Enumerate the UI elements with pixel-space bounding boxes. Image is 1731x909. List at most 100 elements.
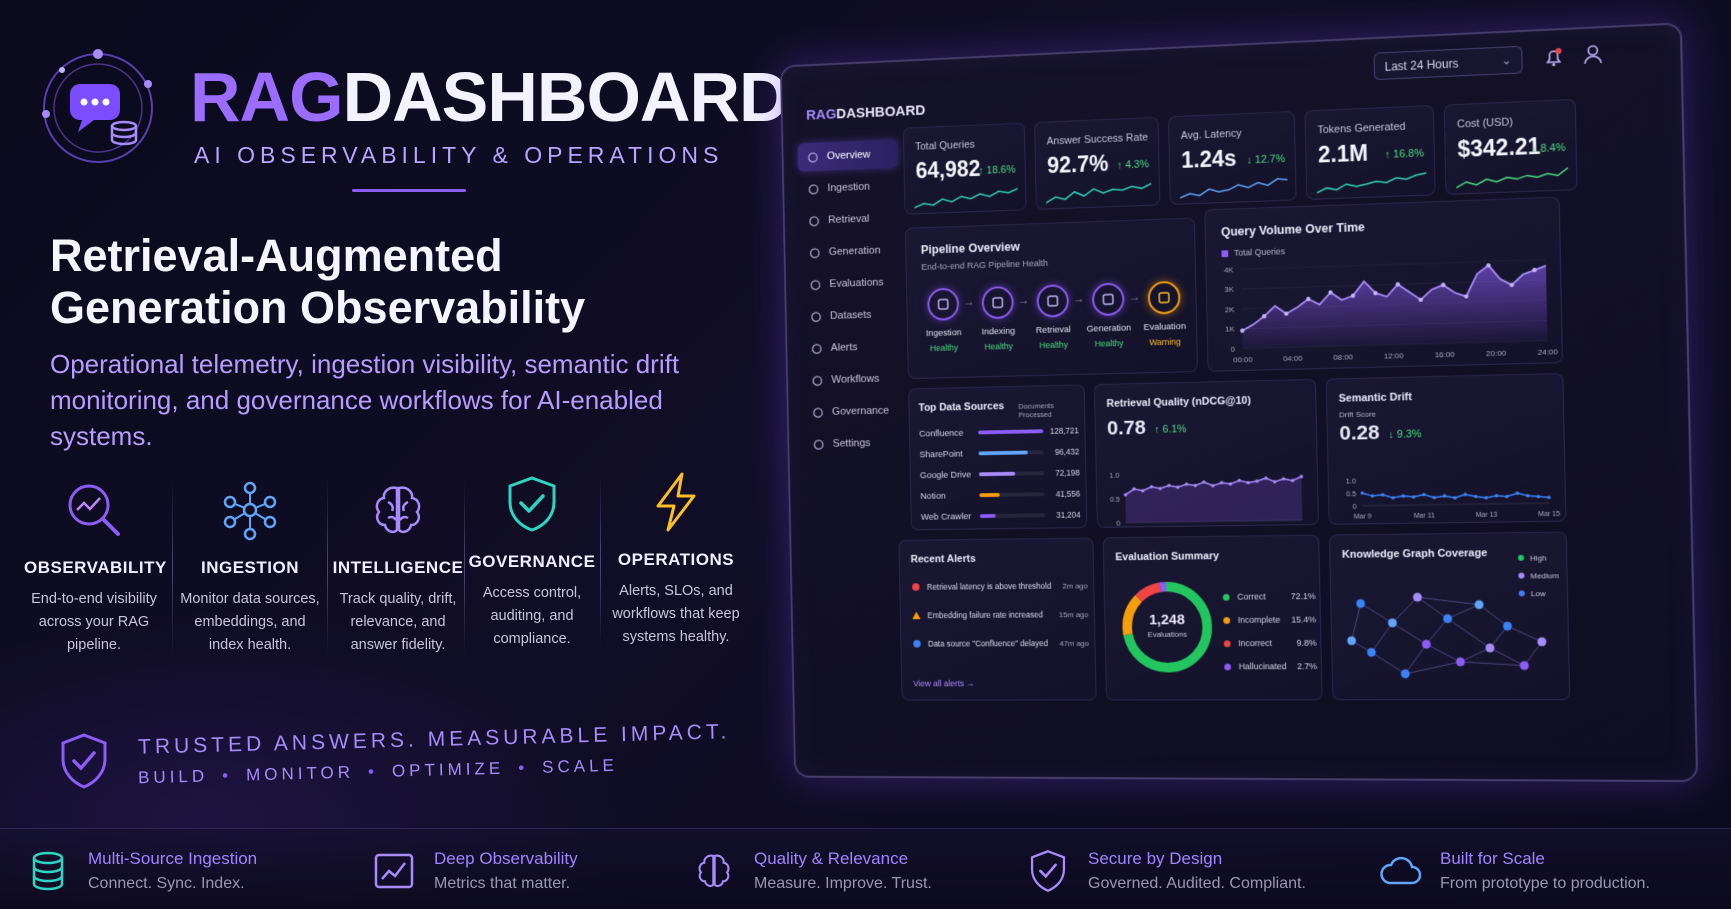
ingestion-icon (936, 296, 951, 312)
data-point (1547, 496, 1551, 500)
pipeline-stage-name: Ingestion (917, 327, 971, 339)
evaluation-icon (1156, 290, 1172, 306)
legend-swatch (1223, 593, 1230, 600)
pipeline-stage-evaluation-evaluation-icon[interactable] (1148, 281, 1181, 315)
recent-alerts-title: Recent Alerts (911, 553, 976, 565)
sidebar-item-label: Workflows (831, 373, 879, 385)
sparkline-path (1180, 178, 1288, 198)
pipeline-stage-name: Evaluation (1137, 321, 1192, 333)
bottom-feature-secure: Secure by Design Governed. Audited. Compl… (1026, 836, 1306, 906)
user-icon[interactable] (1580, 42, 1605, 67)
sidebar-item-ingestion[interactable]: Ingestion (798, 171, 898, 203)
bottom-feature-title: Quality & Relevance (754, 849, 932, 869)
retrieval-icon (1045, 293, 1060, 309)
knowledge-graph-title: Knowledge Graph Coverage (1342, 547, 1488, 560)
x-tick-label: 00:00 (1233, 355, 1253, 364)
x-tick-label: Mar 14 (1262, 528, 1283, 529)
sidebar-item-governance[interactable]: Governance (803, 396, 904, 426)
graph-edge (1392, 597, 1418, 623)
bell-icon[interactable] (1542, 46, 1565, 69)
sidebar-item-evaluations[interactable]: Evaluations (800, 268, 901, 299)
view-all-alerts-link[interactable]: View all alerts → (913, 679, 975, 689)
sidebar-item-alerts[interactable]: Alerts (802, 332, 903, 363)
sidebar-item-label: Retrieval (828, 213, 869, 226)
data-source-count: 41,556 (1044, 489, 1080, 499)
alert-row[interactable]: Data source "Confluence" delayed 47m ago (912, 629, 1089, 658)
kpi-sparkline (1456, 166, 1568, 190)
bottom-feature-scale: Built for Scale From prototype to product… (1378, 836, 1650, 906)
kpi-card: Total Queries 64,982 ↑ 18.6% (903, 123, 1027, 215)
evaluation-percent: 9.8% (1297, 638, 1317, 648)
y-tick-label: 0 (1116, 519, 1120, 528)
headline: Retrieval-Augmented Generation Observabi… (50, 230, 690, 334)
graph-node (1485, 643, 1494, 652)
data-source-name: Web Crawler (921, 511, 980, 522)
y-tick-label: 0 (1231, 345, 1236, 354)
bottom-feature-sub: From prototype to production. (1440, 875, 1650, 893)
divider (352, 189, 466, 192)
kpi-value: $342.21 (1457, 133, 1541, 163)
feature-title: OBSERVABILITY (24, 558, 164, 578)
trust-word: BUILD (138, 766, 209, 787)
kpi-card: Avg. Latency 1.24s ↓ 12.7% (1168, 111, 1297, 205)
sidebar-item-datasets[interactable]: Datasets (801, 300, 902, 331)
kpi-card: Cost (USD) $342.21 ↓ 8.4% (1444, 99, 1578, 195)
network-nodes-icon (218, 478, 282, 542)
data-source-bar (979, 492, 1044, 497)
graph-node (1537, 637, 1546, 646)
alert-row[interactable]: Retrieval latency is above threshold 2m a… (911, 571, 1088, 601)
graph-node (1520, 661, 1529, 670)
headline-line-1: Retrieval-Augmented (50, 230, 690, 282)
kpi-card: Answer Success Rate 92.7% ↑ 4.3% (1034, 117, 1160, 210)
trust-word: MONITOR (246, 763, 354, 785)
feature-intelligence: INTELLIGENCE Track quality, drift, relev… (328, 478, 468, 657)
y-tick-label: 0 (1352, 502, 1356, 511)
alert-row[interactable]: Embedding failure rate increased 15m ago (912, 600, 1089, 630)
gear-icon (813, 438, 825, 450)
x-tick-label: Mar 13 (1476, 512, 1498, 519)
feature-desc: Track quality, drift, relevance, and ans… (328, 588, 468, 657)
pipeline-subtitle: End-to-end RAG Pipeline Health (921, 258, 1048, 273)
bottom-feature-ingestion: Multi-Source Ingestion Connect. Sync. Ind… (26, 836, 257, 906)
top-sources-title: Top Data Sources (919, 401, 1005, 414)
graph-node (1356, 599, 1365, 608)
data-point (1536, 495, 1540, 499)
sidebar-item-label: Settings (833, 438, 871, 450)
sidebar-item-label: Alerts (831, 342, 858, 354)
data-source-bar (979, 450, 1044, 455)
cloud-icon (1378, 849, 1422, 893)
evaluation-percent: 15.4% (1291, 615, 1316, 625)
pipeline-stage-retrieval-retrieval-icon[interactable] (1037, 284, 1069, 317)
data-source-bar-fill (978, 429, 1043, 434)
y-tick-label: 0.5 (1346, 489, 1356, 498)
sidebar-item-settings[interactable]: Settings (803, 428, 904, 458)
alert-list: Retrieval latency is above threshold 2m a… (911, 571, 1089, 658)
sparkline-path (1046, 184, 1152, 203)
evaluation-legend-row: Incomplete 15.4% (1223, 608, 1316, 632)
evaluation-legend-row: Hallucinated 2.7% (1224, 655, 1317, 679)
brand-dashboard: DASHBOARD (343, 58, 789, 136)
graph-edge (1405, 662, 1461, 674)
evaluation-category: Correct (1237, 591, 1291, 601)
headline-line-2: Generation Observability (50, 282, 690, 334)
sidebar-item-retrieval[interactable]: Retrieval (799, 204, 899, 236)
y-tick-label: 3K (1224, 285, 1234, 294)
pipeline-stage-indexing-indexing-icon[interactable] (982, 286, 1014, 319)
sidebar-item-generation[interactable]: Generation (800, 236, 900, 268)
graph-node (1503, 622, 1512, 631)
sidebar-item-workflows[interactable]: Workflows (802, 364, 903, 395)
time-range-select[interactable]: Last 24 Hours ⌄ (1374, 46, 1523, 80)
brand-title: RAGDASHBOARD (190, 62, 789, 132)
data-source-row: Google Drive 72,198 (920, 462, 1080, 486)
sidebar-item-overview[interactable]: Overview (798, 139, 898, 171)
data-source-bar-fill (979, 493, 1000, 497)
pipeline-stage-generation-generation-icon[interactable] (1092, 283, 1125, 317)
trust-tagline: TRUSTED ANSWERS. MEASURABLE IMPACT. (138, 720, 731, 759)
pipeline-stage-name: Indexing (971, 326, 1025, 338)
knowledge-graph-card: Knowledge Graph Coverage High Medium Low (1329, 532, 1570, 701)
pipeline-stage-ingestion-ingestion-icon[interactable] (927, 288, 959, 321)
evaluation-summary-card: Evaluation Summary 1,248 Evaluations Cor… (1103, 535, 1323, 701)
x-tick-label: 04:00 (1283, 354, 1303, 363)
data-source-bar-fill (980, 514, 996, 518)
data-point (1360, 491, 1364, 495)
